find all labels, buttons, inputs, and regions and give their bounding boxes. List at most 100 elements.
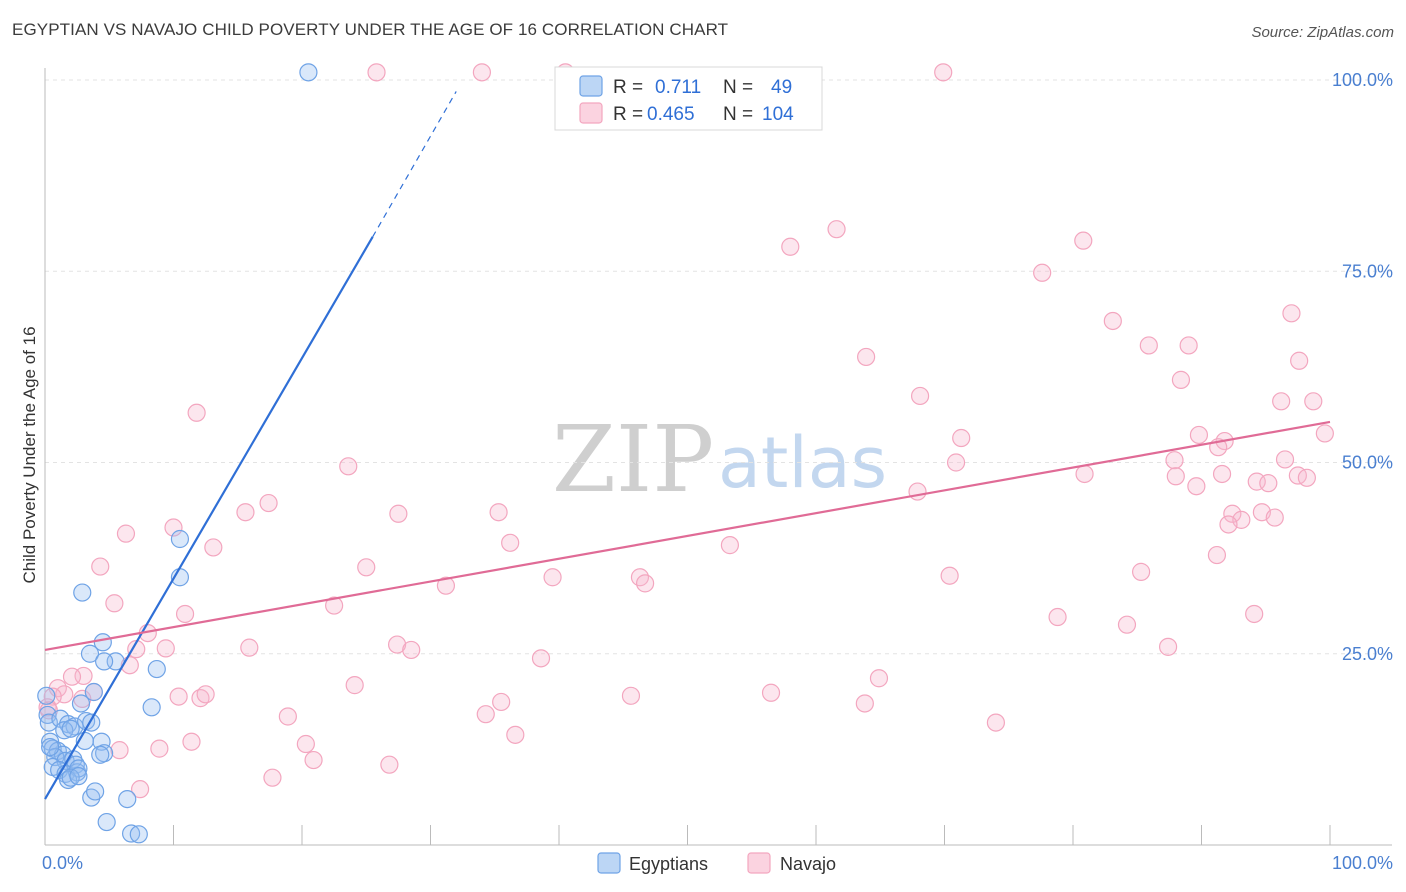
navajo-point: [489, 503, 508, 522]
navajo-point: [1304, 392, 1323, 411]
navajo-point: [169, 687, 188, 706]
navajo-point: [908, 482, 927, 501]
navajo-point: [278, 707, 297, 726]
navajo-point: [38, 698, 57, 717]
series-legend: Egyptians Navajo: [597, 852, 836, 874]
navajo-point: [204, 538, 223, 557]
navajo-legend-swatch: [579, 102, 603, 124]
navajo-point: [304, 750, 323, 770]
navajo-point: [91, 557, 110, 576]
navajo-point: [946, 453, 966, 472]
navajo-point: [1074, 231, 1093, 250]
navajo-point: [1212, 464, 1232, 484]
navajo-point: [196, 685, 215, 704]
navajo-point: [506, 725, 525, 744]
watermark-zip: ZIP: [552, 406, 714, 513]
navajo-point: [855, 694, 874, 713]
navajo-point: [1297, 468, 1316, 487]
navajo-point: [1223, 504, 1242, 523]
navajo-point: [1275, 450, 1295, 469]
navajo-series-swatch: [747, 852, 771, 874]
egyptians-point: [84, 682, 103, 702]
navajo-point: [635, 574, 655, 593]
gridlines: [45, 79, 1392, 655]
navajo-point: [1259, 474, 1278, 493]
trend-lines: [44, 91, 1331, 800]
egyptians-point: [118, 789, 137, 809]
navajo-point: [387, 635, 407, 654]
navajo-point: [1139, 336, 1158, 355]
navajo-point: [492, 692, 511, 712]
egyptians-trend-line: [44, 236, 374, 800]
navajo-point: [110, 741, 129, 760]
navajo-point: [1290, 351, 1309, 370]
navajo-point: [1171, 370, 1191, 389]
navajo-point: [436, 576, 456, 595]
navajo-point: [1033, 263, 1052, 282]
egyptians-points: [37, 63, 318, 844]
navajo-point: [259, 493, 278, 513]
egyptians-n-label: N =: [723, 77, 753, 98]
navajo-point: [1315, 424, 1334, 443]
navajo-point: [986, 713, 1006, 732]
navajo-r-label: R =: [613, 104, 643, 125]
navajo-point: [1117, 615, 1137, 634]
egyptians-trend-extension: [372, 91, 457, 238]
navajo-r-value: 0.465: [647, 104, 695, 125]
navajo-point: [150, 739, 169, 758]
navajo-point: [934, 63, 953, 82]
navajo-point: [476, 705, 495, 724]
navajo-point: [339, 457, 358, 476]
navajo-point: [543, 568, 562, 587]
navajo-point: [1245, 604, 1264, 624]
x-tick-label-min: 0.0%: [42, 853, 83, 873]
egyptians-point: [55, 721, 74, 740]
egyptians-point: [121, 824, 141, 843]
navajo-point: [1048, 607, 1067, 627]
egyptians-point: [61, 719, 80, 738]
navajo-point: [116, 524, 136, 543]
egyptians-n-value: 49: [771, 77, 792, 98]
y-tick-label: 75.0%: [1342, 261, 1393, 281]
navajo-point: [105, 594, 124, 613]
navajo-point: [1158, 637, 1178, 656]
navajo-point: [55, 685, 74, 704]
navajo-point: [761, 683, 781, 702]
navajo-point: [389, 504, 408, 523]
navajo-point: [345, 676, 364, 695]
egyptians-point: [69, 759, 88, 778]
egyptians-point: [80, 644, 100, 663]
navajo-series-label: Navajo: [780, 854, 836, 874]
navajo-point: [263, 768, 282, 787]
x-tick-label-max: 100.0%: [1332, 853, 1393, 873]
egyptians-series-label: Egyptians: [629, 854, 708, 874]
egyptians-point: [69, 767, 88, 786]
navajo-point: [296, 734, 315, 754]
navajo-point: [869, 669, 889, 688]
navajo-point: [164, 518, 183, 537]
egyptians-r-label: R =: [613, 77, 643, 98]
navajo-point: [501, 533, 520, 552]
navajo-point: [472, 63, 491, 82]
egyptians-point: [71, 694, 91, 713]
navajo-point: [1282, 304, 1301, 323]
navajo-point: [781, 237, 800, 256]
egyptians-point: [147, 659, 166, 679]
egyptians-point: [170, 529, 190, 549]
navajo-point: [367, 63, 386, 82]
egyptians-point: [91, 745, 110, 764]
navajo-points: [38, 63, 1334, 799]
stats-legend: R = 0.711 N = 49 R = 0.465 N = 104: [554, 66, 823, 131]
navajo-point: [1189, 425, 1209, 445]
watermark-atlas: atlas: [718, 422, 887, 504]
chart-title: EGYPTIAN VS NAVAJO CHILD POVERTY UNDER T…: [12, 20, 729, 39]
chart-source: Source: ZipAtlas.com: [1251, 24, 1394, 41]
navajo-point: [187, 403, 206, 422]
navajo-point: [1272, 392, 1291, 411]
egyptians-point: [41, 737, 60, 757]
navajo-point: [531, 649, 551, 668]
x-tick-labels: 0.0% 100.0%: [42, 853, 1393, 873]
navajo-point: [720, 536, 740, 555]
y-tick-labels: 25.0% 50.0% 75.0% 100.0%: [1332, 70, 1393, 664]
y-tick-label: 25.0%: [1342, 644, 1393, 664]
